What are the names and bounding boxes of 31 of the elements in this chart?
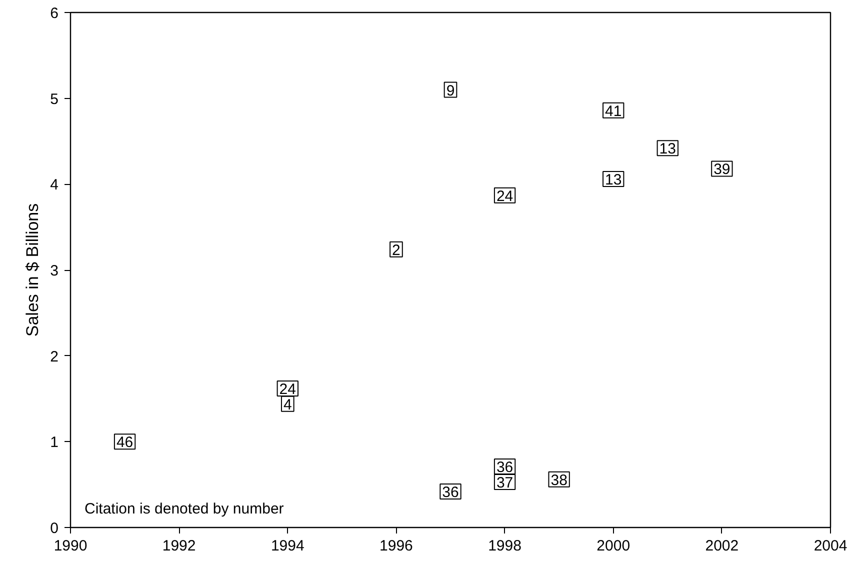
text: 36 [496, 459, 514, 476]
x-tick-label: 1994 [270, 538, 304, 554]
text: 24 [496, 188, 514, 205]
y-tick-label: 3 [50, 262, 58, 280]
series-label: 38 [550, 472, 568, 489]
y-tick-label: 6 [50, 5, 58, 22]
y-tick-label: 4 [50, 176, 58, 194]
series-label: 24 [279, 380, 296, 398]
y-tick-label: 2 [50, 348, 58, 366]
annotation: Citation is denoted by number [84, 500, 284, 518]
y-tick-label: 1 [50, 434, 58, 452]
series-label: 46 [116, 434, 134, 452]
x-tick-label: 2004 [814, 538, 848, 554]
series-label: 9 [446, 82, 455, 100]
y-tick-label: 5 [50, 90, 58, 108]
text: 13 [605, 172, 622, 189]
series-label: 39 [714, 161, 730, 178]
x-tick-label: 2002 [705, 538, 739, 554]
series-label: 13 [659, 140, 676, 158]
series-label: 4 [283, 396, 292, 414]
x-tick-label: 1998 [488, 538, 522, 554]
series-label: 37 [496, 474, 514, 492]
x-tick-label: 1990 [54, 538, 88, 554]
series-label: 41 [605, 102, 622, 120]
x-tick-label: 1996 [380, 538, 413, 554]
series-label: 2 [392, 242, 400, 259]
y-axis-title: Sales in $ Billions [23, 203, 42, 337]
series-label: 36 [442, 484, 459, 501]
x-tick-label: 1992 [162, 538, 196, 554]
x-tick-label: 2000 [596, 538, 630, 554]
y-tick-label: 0 [50, 520, 58, 537]
